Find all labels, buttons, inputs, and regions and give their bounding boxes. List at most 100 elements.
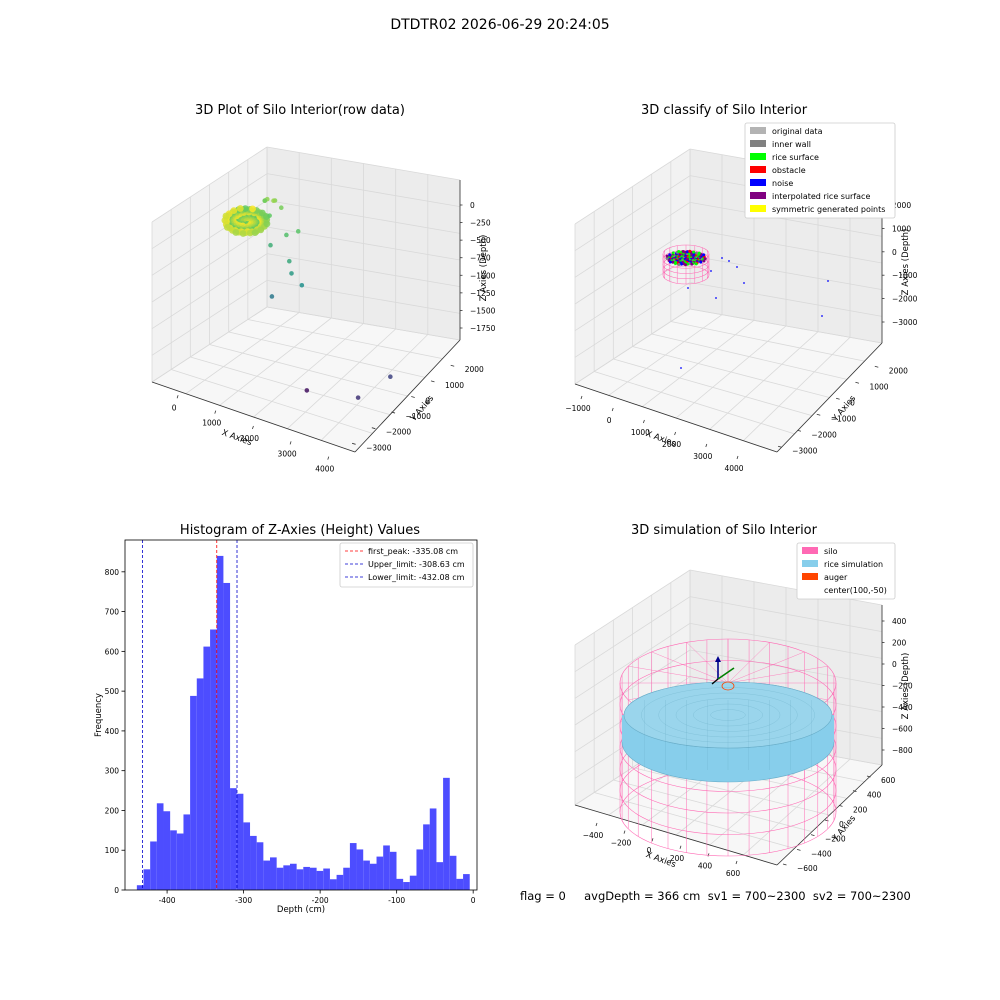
- y-axis-tick: [836, 397, 840, 400]
- surface-point: [695, 251, 699, 255]
- histogram-bar: [230, 788, 237, 890]
- z-axis-tick-label: −1000: [470, 271, 496, 280]
- data-point: [249, 205, 256, 213]
- data-point: [269, 294, 275, 299]
- y-axis-tick-label: 1000: [869, 382, 888, 391]
- histogram-bar: [403, 882, 410, 890]
- legend-label: noise: [772, 179, 793, 188]
- data-point: [271, 198, 276, 204]
- y-axis-tick-label: −400: [811, 849, 832, 858]
- x-axis-label: X Axies: [220, 428, 253, 448]
- noise-point: [710, 270, 712, 272]
- x-axis-label: X Axies: [644, 429, 677, 449]
- histogram-bar: [190, 695, 197, 890]
- y-axis-tick: [797, 429, 802, 432]
- simulation-3d-plot: −400 −200 0 200 400 600 600 400 200 0 −200 −400 −600…: [574, 542, 913, 878]
- x-axis-line: [151, 381, 356, 453]
- histogram-bar: [236, 793, 244, 890]
- x-axis-tick-label: 200: [670, 854, 685, 863]
- data-point: [284, 232, 289, 238]
- y-tick-label: 700: [105, 608, 120, 617]
- x-tick-label: -200: [312, 896, 329, 905]
- x-tick-label: -400: [159, 896, 176, 905]
- histogram-bar: [210, 629, 217, 890]
- legend-label: Lower_limit: -432.08 cm: [368, 573, 465, 582]
- x-axis-tick-label: 0: [647, 846, 652, 855]
- data-point: [278, 205, 284, 211]
- histogram-bar: [196, 678, 204, 890]
- rice-mesh-ring: [710, 709, 746, 721]
- surface-point: [668, 260, 672, 264]
- y-axis-tick-label: −3000: [366, 443, 392, 452]
- z-axis-tick-label: −1500: [470, 306, 496, 315]
- x-axis-tick: [736, 455, 739, 460]
- grid-line: [266, 173, 461, 208]
- surface-point: [699, 260, 703, 264]
- y-axis-tick-label: 1000: [445, 381, 464, 390]
- legend-swatch: [750, 140, 766, 147]
- x-axis-tick: [674, 431, 676, 436]
- y-axis-tick: [866, 775, 871, 778]
- x-axis-tick-label: 4000: [315, 465, 334, 474]
- data-point: [257, 226, 265, 234]
- histogram-bar: [376, 856, 384, 890]
- surface-point: [671, 260, 675, 264]
- surface-point: [677, 262, 681, 266]
- axes-frame: [124, 539, 478, 891]
- data-point: [304, 388, 310, 393]
- x-axis-line: [574, 804, 778, 866]
- x-axis-label: Depth (cm): [277, 905, 325, 915]
- x-axis-tick: [623, 830, 626, 834]
- histogram-bar: [316, 870, 324, 890]
- surface-point: [697, 251, 701, 255]
- legend-swatch: [802, 547, 818, 554]
- grid-line: [743, 337, 851, 441]
- raw-data-3d-plot: 01000200030004000200010000−1000−2000−300…: [151, 146, 496, 474]
- inner-wall-cylinder: [662, 244, 710, 285]
- z-axis-tick-label: 0: [892, 660, 897, 669]
- figure-title: DTDTR02 2026-06-29 20:24:05: [390, 17, 610, 33]
- y-axis-tick-label: −2000: [811, 430, 837, 439]
- y-axis-tick-label: −200: [825, 835, 846, 844]
- floor-pane: [575, 309, 882, 452]
- data-point: [263, 220, 271, 228]
- histogram-bar: [369, 863, 377, 890]
- histogram-bar: [243, 822, 251, 890]
- y-axis-tick-label: −2000: [386, 428, 412, 437]
- data-point: [239, 230, 247, 237]
- legend-label: obstacle: [772, 166, 806, 175]
- y-axis-tick-label: 0: [850, 398, 855, 407]
- legend-frame: [744, 122, 896, 219]
- surface-point: [681, 249, 685, 253]
- y-tick-label: 800: [105, 568, 120, 577]
- x-axis-tick-label: 2000: [240, 434, 259, 443]
- z-axis-tick-label: −400: [892, 703, 913, 712]
- histogram-bar: [289, 863, 297, 890]
- legend: original data inner wall rice surface obsta…: [744, 122, 896, 219]
- legend-swatch: [750, 192, 766, 199]
- panel3-title: Histogram of Z-Axies (Height) Values: [179, 523, 421, 538]
- y-axis-tick-label: 600: [881, 776, 896, 785]
- panel1-title: 3D Plot of Silo Interior(row data): [195, 103, 405, 118]
- z-axis-tick-label: −800: [892, 746, 913, 755]
- histogram-bar: [336, 874, 344, 890]
- silo-spoke: [727, 642, 770, 684]
- z-axis-tick-label: 200: [892, 639, 907, 648]
- x-axis-tick-label: −1000: [565, 404, 591, 413]
- y-axis-tick: [855, 381, 860, 384]
- surface-point: [690, 262, 694, 266]
- x-axis-tick: [611, 407, 614, 412]
- z-axis-label: Z Axies (Depth): [479, 235, 489, 302]
- panel4-title: 3D simulation of Silo Interior: [631, 523, 817, 538]
- z-axis-tick-label: −3000: [892, 318, 918, 327]
- y-axis-tick-label: 2000: [465, 365, 484, 374]
- x-axis-tick: [289, 441, 292, 445]
- silo-spoke: [651, 651, 729, 684]
- x-axis-tick: [214, 410, 217, 414]
- y-axis-tick: [816, 413, 821, 416]
- x-axis-tick-label: 400: [698, 861, 713, 870]
- histogram-bar: [170, 830, 177, 890]
- grid-line: [574, 569, 691, 646]
- histogram-bar: [250, 835, 257, 890]
- surface-point: [688, 249, 692, 253]
